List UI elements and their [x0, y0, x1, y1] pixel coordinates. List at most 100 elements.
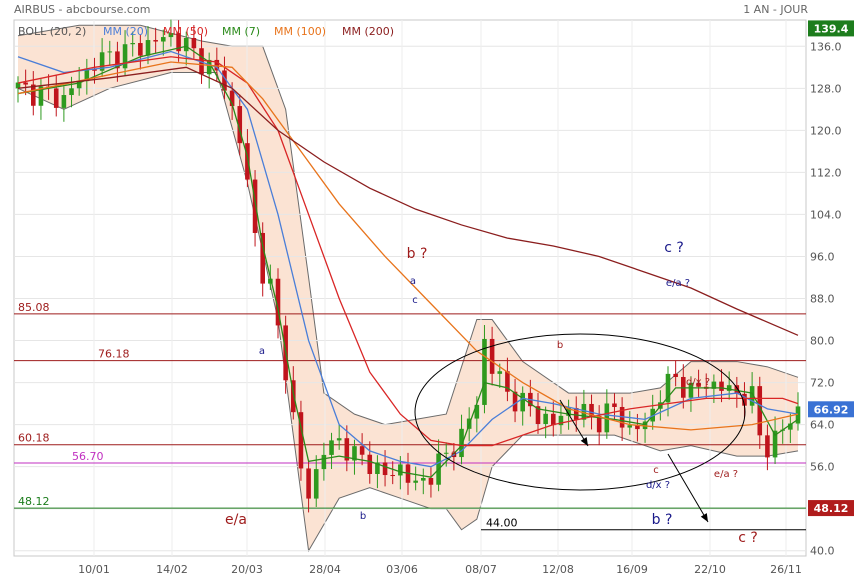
candle	[443, 442, 449, 467]
candle-body	[183, 37, 189, 52]
wave-label: d/x ?	[646, 480, 670, 491]
wave-label: b	[557, 340, 563, 351]
price-low-box	[808, 500, 854, 517]
price-current-box	[808, 401, 854, 418]
y-tick-label: 104.0	[810, 208, 842, 221]
candle	[765, 424, 770, 471]
candle	[306, 459, 311, 513]
candle-body	[145, 40, 151, 56]
candle-body	[336, 438, 342, 441]
candle-body	[382, 462, 388, 476]
candle-body	[313, 469, 319, 499]
candle-body	[352, 446, 357, 461]
candle-body	[428, 477, 434, 485]
candle-body	[275, 278, 281, 326]
candle-body	[321, 454, 327, 470]
candle-body	[566, 407, 571, 416]
mm7-line	[17, 45, 799, 478]
candle-body	[596, 415, 602, 433]
y-tick-label: 112.0	[810, 166, 842, 179]
x-tick-label: 12/08	[542, 563, 574, 576]
candle	[252, 170, 258, 247]
wave-label: b	[360, 511, 366, 522]
candle	[581, 389, 587, 428]
candle	[512, 378, 518, 423]
bollinger-band	[18, 25, 798, 551]
legend-mm7: MM (7)	[222, 25, 261, 38]
candle	[489, 326, 495, 386]
mm100-line	[17, 61, 799, 431]
candle-body	[719, 381, 724, 391]
candle	[191, 25, 197, 59]
candle-body	[757, 386, 763, 436]
candle	[260, 222, 265, 297]
wave-label: c ?	[664, 240, 684, 256]
candle	[321, 442, 327, 481]
candle	[696, 369, 701, 398]
candle	[336, 424, 342, 450]
candle	[520, 386, 525, 426]
candle-body	[260, 232, 265, 284]
wave-label: a	[259, 346, 265, 357]
price-low-label: 48.12	[814, 502, 849, 515]
candle-body	[153, 40, 158, 42]
candle-body	[497, 371, 503, 374]
candle-body	[573, 407, 579, 420]
x-tick-label: 14/02	[156, 563, 188, 576]
candle-body	[15, 82, 21, 89]
x-tick-label: 08/07	[465, 563, 497, 576]
candle	[421, 468, 426, 495]
candle	[53, 74, 59, 117]
candle	[153, 27, 158, 54]
candle	[482, 325, 487, 414]
candle-body	[329, 440, 334, 455]
y-tick-label: 64.0	[810, 419, 835, 432]
y-tick-label: 40.0	[810, 545, 835, 558]
candle-body	[84, 68, 90, 82]
candle	[138, 34, 143, 70]
candle-body	[474, 404, 480, 419]
candle	[31, 71, 36, 116]
y-tick-label: 120.0	[810, 124, 842, 137]
wave-label: e/a ?	[714, 469, 738, 480]
price-high-label: 139.4	[814, 22, 849, 35]
candle-body	[788, 423, 793, 430]
candle	[665, 366, 671, 417]
candle-body	[489, 338, 495, 374]
candle-body	[688, 382, 694, 398]
candle	[115, 41, 120, 82]
candle-body	[161, 37, 166, 42]
candle-body	[520, 392, 525, 412]
candle	[558, 402, 564, 434]
candle	[168, 19, 174, 47]
candle	[757, 376, 763, 449]
candle	[390, 461, 395, 485]
wave-label: c	[653, 465, 659, 476]
candle-body	[551, 413, 556, 426]
candle	[130, 31, 135, 57]
wave-label: c ?	[738, 530, 758, 546]
candle-body	[711, 381, 717, 389]
candle	[459, 414, 464, 465]
x-tick-label: 26/11	[770, 563, 802, 576]
y-tick-label: 88.0	[810, 293, 835, 306]
candle-body	[772, 430, 778, 458]
level-label: 48.12	[18, 495, 50, 508]
chart-period: 1 AN - JOUR	[743, 3, 808, 16]
candle	[535, 392, 541, 434]
candle-body	[31, 84, 36, 106]
wave-label: a	[410, 276, 416, 287]
candle-body	[673, 373, 678, 377]
candle-body	[535, 406, 541, 425]
candle-body	[306, 468, 311, 499]
candle	[428, 467, 434, 498]
candle	[734, 376, 740, 408]
x-tick-label: 16/09	[616, 563, 648, 576]
y-tick-label: 136.0	[810, 40, 842, 53]
candle-body	[612, 403, 617, 407]
candle-body	[512, 391, 518, 412]
candle	[772, 416, 778, 465]
candle-body	[665, 373, 671, 403]
candle	[352, 439, 357, 475]
wave-label: d/x ?	[686, 377, 710, 388]
